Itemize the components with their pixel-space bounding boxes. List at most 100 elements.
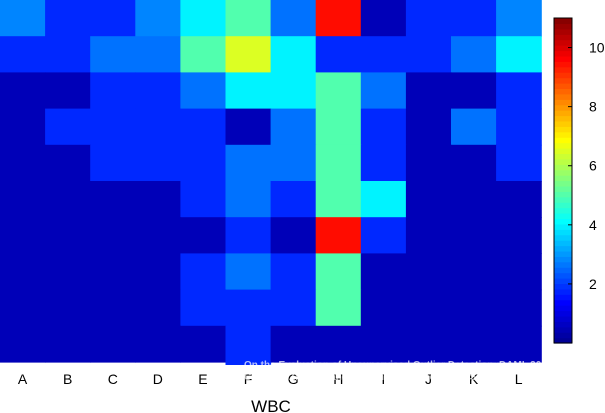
colorbar-segment — [554, 294, 572, 301]
heatmap-cell — [451, 36, 497, 73]
x-tick-label: C — [108, 371, 118, 387]
heatmap-cell — [45, 72, 91, 110]
heatmap-cell — [0, 0, 46, 37]
heatmap-cell — [270, 181, 317, 218]
heatmap-cell — [225, 325, 272, 363]
x-tick-label: I — [381, 371, 385, 387]
heatmap-cell — [90, 0, 136, 37]
heatmap-cell — [496, 72, 542, 110]
heatmap-cell — [45, 253, 91, 291]
heatmap-cell — [180, 0, 227, 37]
colorbar-segment — [554, 120, 572, 127]
colorbar-segment — [554, 158, 572, 165]
heatmap-cell — [405, 181, 452, 218]
heatmap-cell — [90, 72, 136, 110]
heatmap-cell — [451, 72, 497, 110]
heatmap-cell — [45, 289, 91, 327]
heatmap-cell — [0, 72, 46, 110]
heatmap-cells — [0, 0, 542, 365]
heatmap-cell — [496, 217, 542, 254]
heatmap-cell — [496, 325, 542, 363]
colorbar-segment — [554, 240, 572, 247]
heatmap-cell — [180, 325, 227, 363]
heatmap-cell — [180, 289, 227, 327]
heatmap-cell — [360, 0, 407, 37]
heatmap-cell — [451, 325, 497, 363]
colorbar-segment — [554, 234, 572, 241]
heatmap-cell — [315, 217, 362, 254]
heatmap-cell — [0, 217, 46, 254]
heatmap-cell — [135, 108, 181, 146]
heatmap-cell — [225, 289, 272, 327]
x-tick-labels: A B C D E F G H I J K L — [18, 371, 523, 387]
heatmap-cell — [496, 144, 542, 182]
colorbar-segment — [554, 202, 572, 209]
heatmap-cell — [225, 217, 272, 254]
heatmap-cell — [90, 253, 136, 291]
heatmap-cell — [451, 253, 497, 291]
x-tick-label: E — [198, 371, 207, 387]
heatmap-cell — [0, 289, 46, 327]
heatmap-cell — [225, 181, 272, 218]
colorbar-segment — [554, 104, 572, 111]
colorbar-segment — [554, 261, 572, 268]
heatmap-cell — [496, 289, 542, 327]
heatmap-cell — [360, 253, 407, 291]
x-tick-label: A — [18, 371, 28, 387]
citation-line-1: On the Evaluation of Unsupervised Outlie… — [244, 360, 556, 371]
heatmap-cell — [45, 36, 91, 73]
heatmap-cell — [360, 325, 407, 363]
colorbar-segment — [554, 191, 572, 198]
heatmap-cell — [405, 144, 452, 182]
colorbar-segment — [554, 72, 572, 79]
colorbar-segment — [554, 77, 572, 84]
heatmap-cell — [270, 217, 317, 254]
heatmap-cell — [90, 108, 136, 146]
colorbar-tick-label: 2 — [589, 276, 597, 292]
citation-line-2: Campos, Zimek, Sander, Campello, Micenko… — [244, 372, 585, 383]
colorbar-segment — [554, 61, 572, 68]
citation-watermark: On the Evaluation of Unsupervised Outlie… — [244, 360, 604, 384]
heatmap-cell — [496, 253, 542, 291]
heatmap-cell — [360, 36, 407, 73]
heatmap-cell — [405, 253, 452, 291]
heatmap-cell — [451, 217, 497, 254]
heatmap-cell — [135, 289, 181, 327]
colorbar-segment — [554, 175, 572, 182]
heatmap-cell — [270, 0, 317, 37]
heatmap-cell — [225, 253, 272, 291]
x-tick-label: F — [244, 371, 253, 387]
colorbar-tick-labels: 2 4 6 8 10 — [568, 40, 605, 292]
colorbar-tick-label: 8 — [589, 99, 597, 115]
heatmap-cell — [315, 144, 362, 182]
colorbar-segment — [554, 99, 572, 106]
colorbar-segment — [554, 315, 572, 322]
heatmap-cell — [90, 181, 136, 218]
colorbar-segment — [554, 337, 572, 344]
colorbar-segment — [554, 34, 572, 41]
heatmap-cell — [135, 181, 181, 218]
colorbar-tick-label: 6 — [589, 158, 597, 174]
colorbar-segment — [554, 153, 572, 160]
heatmap-cell — [315, 36, 362, 73]
colorbar-segment — [554, 223, 572, 230]
heatmap-cell — [270, 36, 317, 73]
heatmap-cell — [405, 0, 452, 37]
colorbar-segment — [554, 283, 572, 290]
heatmap-cell — [135, 72, 181, 110]
heatmap-cell — [405, 36, 452, 73]
colorbar-segment — [554, 126, 572, 133]
heatmap-cell — [0, 144, 46, 182]
heatmap-cell — [315, 181, 362, 218]
heatmap-cell — [360, 72, 407, 110]
colorbar-segment — [554, 213, 572, 220]
heatmap-cell — [360, 181, 407, 218]
colorbar-tick-label: 4 — [589, 217, 597, 233]
colorbar-segment — [554, 288, 572, 295]
heatmap-cell — [225, 144, 272, 182]
heatmap-cell — [90, 289, 136, 327]
colorbar-segment — [554, 229, 572, 236]
colorbar-segment — [554, 28, 572, 35]
x-tick-label: H — [333, 371, 343, 387]
heatmap-cell — [45, 108, 91, 146]
